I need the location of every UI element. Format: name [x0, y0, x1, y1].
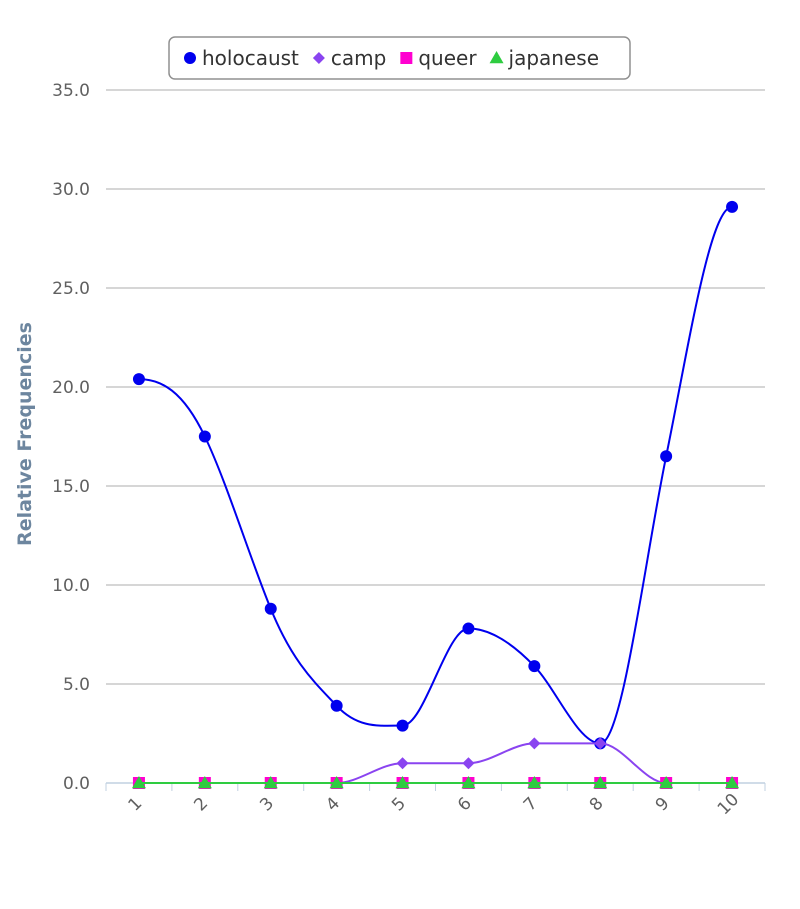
legend-symbol-japanese[interactable] — [489, 51, 504, 64]
data-point-japanese[interactable] — [329, 776, 344, 789]
legend-item-camp[interactable]: camp — [312, 46, 386, 70]
data-point-holocaust[interactable] — [198, 430, 211, 443]
data-point-japanese[interactable] — [659, 776, 674, 789]
legend-label[interactable]: japanese — [508, 46, 599, 70]
y-tick-label: 0.0 — [63, 774, 90, 794]
x-tick-label: 1 — [125, 794, 147, 816]
x-tick-label: 2 — [190, 794, 212, 816]
x-tick-label: 7 — [520, 794, 542, 816]
y-tick-label: 5.0 — [63, 675, 90, 695]
legend-symbol-camp[interactable] — [312, 52, 325, 64]
data-point-camp[interactable] — [528, 737, 541, 750]
data-point-japanese[interactable] — [593, 776, 608, 789]
legend-label[interactable]: queer — [418, 46, 477, 70]
legend-item-holocaust[interactable]: holocaust — [184, 46, 299, 70]
y-tick-label: 10.0 — [52, 576, 90, 596]
y-tick-label: 25.0 — [52, 279, 90, 299]
grid-lines: 0.0 5.0 10.0 15.0 20.0 25.0 30.0 35.0 — [52, 81, 765, 794]
data-point-holocaust[interactable] — [132, 373, 145, 386]
data-point-holocaust[interactable] — [264, 602, 277, 615]
y-tick-label: 30.0 — [52, 180, 90, 200]
data-point-japanese[interactable] — [527, 776, 542, 789]
legend-label[interactable]: camp — [331, 46, 386, 70]
legend-symbol-queer[interactable] — [400, 52, 413, 64]
series-japanese — [131, 776, 740, 789]
series-line-camp[interactable] — [138, 742, 733, 785]
x-tick-label: 4 — [322, 794, 344, 816]
legend-box — [168, 36, 631, 80]
x-tick-label: 6 — [454, 794, 476, 816]
series-camp — [132, 737, 739, 789]
legend-symbol-holocaust[interactable] — [184, 52, 196, 64]
series-group — [131, 200, 740, 789]
data-point-japanese[interactable] — [131, 776, 146, 789]
data-point-japanese[interactable] — [263, 776, 278, 789]
x-tick-label: 10 — [714, 790, 743, 819]
series-holocaust — [132, 200, 739, 750]
y-tick-label: 35.0 — [52, 81, 90, 101]
data-point-camp[interactable] — [594, 737, 607, 750]
x-tick-label: 8 — [586, 794, 608, 816]
data-point-camp[interactable] — [462, 757, 475, 770]
y-axis-title: Relative Frequencies — [14, 322, 36, 546]
data-point-japanese[interactable] — [725, 776, 740, 789]
data-point-holocaust[interactable] — [660, 450, 673, 463]
data-point-japanese[interactable] — [395, 776, 410, 789]
data-point-holocaust[interactable] — [726, 200, 739, 213]
data-point-camp[interactable] — [396, 757, 409, 770]
x-tick-label: 5 — [388, 794, 410, 816]
data-point-holocaust[interactable] — [330, 699, 343, 712]
legend[interactable]: holocaust camp queer japanese — [168, 36, 631, 80]
legend-item-queer[interactable]: queer — [400, 46, 477, 70]
x-tick-label: 3 — [256, 794, 278, 816]
data-point-holocaust[interactable] — [462, 622, 475, 635]
data-point-japanese[interactable] — [197, 776, 212, 789]
data-point-holocaust[interactable] — [396, 719, 409, 732]
y-tick-label: 20.0 — [52, 378, 90, 398]
data-point-holocaust[interactable] — [528, 660, 541, 673]
legend-item-japanese[interactable]: japanese — [489, 46, 599, 70]
data-point-japanese[interactable] — [461, 776, 476, 789]
legend-label[interactable]: holocaust — [202, 46, 299, 70]
y-tick-label: 15.0 — [52, 477, 90, 497]
x-tick-label: 9 — [652, 794, 674, 816]
